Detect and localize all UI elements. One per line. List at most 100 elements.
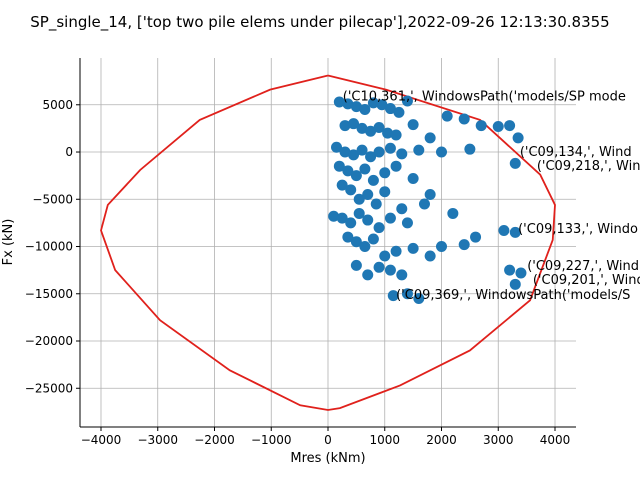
x-tick-label: 1000 bbox=[369, 433, 400, 447]
point bbox=[350, 101, 362, 113]
point bbox=[401, 95, 413, 107]
y-axis-label: Fx (kN) bbox=[1, 219, 16, 266]
point bbox=[382, 127, 394, 139]
point bbox=[436, 241, 448, 253]
point bbox=[396, 269, 408, 281]
point bbox=[359, 103, 371, 115]
point bbox=[470, 231, 482, 243]
annotation: ('C09,218,', Windo bbox=[537, 159, 640, 174]
point bbox=[333, 160, 345, 172]
point bbox=[345, 217, 357, 229]
point bbox=[447, 207, 459, 219]
point bbox=[436, 146, 448, 158]
annotation: ('C09,369,', WindowsPath('models/S bbox=[396, 288, 630, 303]
point bbox=[424, 189, 436, 201]
point bbox=[342, 165, 354, 177]
point bbox=[379, 250, 391, 262]
point bbox=[390, 245, 402, 257]
point bbox=[504, 120, 516, 132]
point bbox=[424, 250, 436, 262]
point bbox=[464, 143, 476, 155]
x-tick-label: 0 bbox=[324, 433, 332, 447]
annotation: ('C09,227,', Wind bbox=[527, 259, 639, 274]
point bbox=[336, 212, 348, 224]
point bbox=[418, 198, 430, 210]
point bbox=[339, 120, 351, 132]
point bbox=[367, 174, 379, 186]
annotation: ('C09,201,', Windo bbox=[533, 273, 640, 288]
point bbox=[348, 118, 360, 130]
y-tick-label: −20000 bbox=[25, 334, 73, 348]
point bbox=[401, 288, 413, 300]
point bbox=[504, 264, 516, 276]
x-axis-label: Mres (kNm) bbox=[290, 451, 365, 466]
point bbox=[342, 231, 354, 243]
point bbox=[353, 207, 365, 219]
point bbox=[413, 144, 425, 156]
point bbox=[365, 151, 377, 163]
point bbox=[512, 132, 524, 144]
point bbox=[407, 119, 419, 131]
point bbox=[413, 292, 425, 304]
point bbox=[345, 184, 357, 196]
point bbox=[350, 170, 362, 182]
point bbox=[396, 203, 408, 215]
point bbox=[384, 103, 396, 115]
point bbox=[362, 214, 374, 226]
annotation: ('C09,133,', Windo bbox=[518, 222, 638, 237]
point bbox=[379, 167, 391, 179]
point bbox=[328, 210, 340, 222]
point bbox=[350, 259, 362, 271]
point bbox=[475, 120, 487, 132]
point bbox=[348, 149, 360, 161]
point bbox=[356, 144, 368, 156]
point bbox=[339, 146, 351, 158]
point bbox=[373, 121, 385, 133]
point bbox=[407, 242, 419, 254]
point bbox=[401, 217, 413, 229]
point bbox=[359, 163, 371, 175]
y-tick-label: −5000 bbox=[32, 192, 73, 206]
x-tick-label: 4000 bbox=[540, 433, 571, 447]
y-tick-label: −15000 bbox=[25, 287, 73, 301]
point bbox=[441, 110, 453, 122]
point bbox=[359, 241, 371, 253]
point bbox=[384, 142, 396, 154]
point bbox=[379, 186, 391, 198]
y-tick-label: 5000 bbox=[42, 98, 73, 112]
point bbox=[362, 189, 374, 201]
point bbox=[376, 99, 388, 111]
point bbox=[367, 97, 379, 109]
point bbox=[458, 239, 470, 251]
point bbox=[362, 269, 374, 281]
point bbox=[373, 222, 385, 234]
point bbox=[342, 98, 354, 110]
y-tick-label: −25000 bbox=[25, 381, 73, 395]
point bbox=[373, 261, 385, 273]
point bbox=[333, 96, 345, 108]
x-tick-label: −2000 bbox=[194, 433, 235, 447]
annotation: ('C10,361,', WindowsPath('models/SP mode bbox=[343, 90, 626, 105]
point bbox=[367, 233, 379, 245]
point bbox=[458, 113, 470, 125]
point bbox=[390, 129, 402, 141]
chart-title: SP_single_14, ['top two pile elems under… bbox=[30, 13, 609, 32]
point bbox=[373, 146, 385, 158]
point bbox=[509, 226, 521, 238]
y-tick-label: −10000 bbox=[25, 240, 73, 254]
point bbox=[498, 224, 510, 236]
point bbox=[393, 106, 405, 118]
x-tick-label: −1000 bbox=[251, 433, 292, 447]
point bbox=[331, 141, 343, 153]
y-tick-label: 0 bbox=[65, 145, 73, 159]
point bbox=[384, 212, 396, 224]
point bbox=[509, 157, 521, 169]
point bbox=[396, 148, 408, 160]
point bbox=[370, 198, 382, 210]
point bbox=[424, 132, 436, 144]
point bbox=[384, 264, 396, 276]
point bbox=[387, 290, 399, 302]
point bbox=[407, 172, 419, 184]
envelope-line bbox=[100, 74, 556, 411]
